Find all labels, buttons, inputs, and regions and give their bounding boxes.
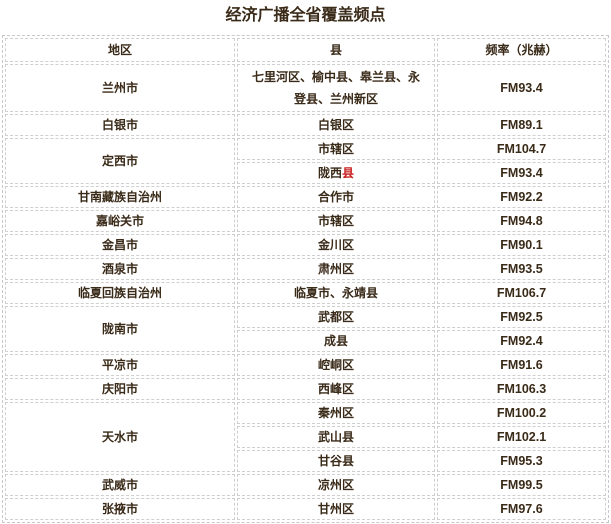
frequency-cell: FM92.2 bbox=[437, 186, 606, 208]
frequency-cell: FM92.5 bbox=[437, 306, 606, 328]
header-frequency: 频率（兆赫） bbox=[437, 38, 606, 62]
county-text: 陇西 bbox=[317, 166, 342, 180]
frequency-cell: FM106.3 bbox=[437, 378, 606, 400]
frequency-cell: FM91.6 bbox=[437, 354, 606, 376]
header-region: 地区 bbox=[5, 38, 235, 62]
county-cell: 市辖区 bbox=[237, 138, 435, 160]
table-row: 天水市 秦州区 FM100.2 bbox=[5, 402, 606, 472]
table-header-row: 地区 县 频率（兆赫） bbox=[5, 38, 606, 62]
frequency-cell: FM104.7 bbox=[437, 138, 606, 160]
frequency-cell: FM90.1 bbox=[437, 234, 606, 256]
frequency-cell: FM94.8 bbox=[437, 210, 606, 232]
table-row: 兰州市 七里河区、榆中县、皋兰县、永登县、兰州新区 FM93.4 bbox=[5, 64, 606, 112]
frequency-cell: FM93.5 bbox=[437, 258, 606, 280]
region-cell: 平凉市 bbox=[5, 354, 235, 376]
county-cell: 陇西县 bbox=[237, 162, 435, 184]
region-cell: 酒泉市 bbox=[5, 258, 235, 280]
frequency-cell: FM93.4 bbox=[437, 64, 606, 112]
frequency-table: 地区 县 频率（兆赫） 兰州市 七里河区、榆中县、皋兰县、永登县、兰州新区 FM93… bbox=[2, 35, 609, 523]
county-cell: 金川区 bbox=[237, 234, 435, 256]
table-row: 陇南市 武都区 FM92.5 bbox=[5, 306, 606, 352]
region-cell: 嘉峪关市 bbox=[5, 210, 235, 232]
table-row: 酒泉市 肃州区 FM93.5 bbox=[5, 258, 606, 280]
table-row: 成县 FM92.4 bbox=[5, 330, 606, 352]
table-row: 临夏回族自治州 临夏市、永靖县 FM106.7 bbox=[5, 282, 606, 304]
region-cell: 金昌市 bbox=[5, 234, 235, 256]
frequency-cell: FM99.5 bbox=[437, 474, 606, 496]
table-row: 张掖市 甘州区 FM97.6 bbox=[5, 498, 606, 520]
table-row: 甘谷县 FM95.3 bbox=[5, 450, 606, 472]
table-row: 武威市 凉州区 FM99.5 bbox=[5, 474, 606, 496]
region-cell: 临夏回族自治州 bbox=[5, 282, 235, 304]
table-row: 平凉市 崆峒区 FM91.6 bbox=[5, 354, 606, 376]
county-cell: 甘州区 bbox=[237, 498, 435, 520]
table-row: 白银市 白银区 FM89.1 bbox=[5, 114, 606, 136]
table-body: 兰州市 七里河区、榆中县、皋兰县、永登县、兰州新区 FM93.4 白银市 白银区 FM89… bbox=[5, 64, 606, 520]
county-cell: 白银区 bbox=[237, 114, 435, 136]
header-county: 县 bbox=[237, 38, 435, 62]
county-cell: 成县 bbox=[237, 330, 435, 352]
frequency-cell: FM95.3 bbox=[437, 450, 606, 472]
county-cell: 七里河区、榆中县、皋兰县、永登县、兰州新区 bbox=[237, 64, 435, 112]
county-cell: 武都区 bbox=[237, 306, 435, 328]
region-cell: 张掖市 bbox=[5, 498, 235, 520]
table-row: 陇西县 FM93.4 bbox=[5, 162, 606, 184]
county-cell: 崆峒区 bbox=[237, 354, 435, 376]
county-text-highlight: 县 bbox=[342, 166, 355, 180]
table-row: 甘南藏族自治州 合作市 FM92.2 bbox=[5, 186, 606, 208]
county-cell: 临夏市、永靖县 bbox=[237, 282, 435, 304]
frequency-cell: FM106.7 bbox=[437, 282, 606, 304]
county-cell: 甘谷县 bbox=[237, 450, 435, 472]
frequency-cell: FM89.1 bbox=[437, 114, 606, 136]
county-cell: 秦州区 bbox=[237, 402, 435, 424]
county-cell: 凉州区 bbox=[237, 474, 435, 496]
region-cell: 兰州市 bbox=[5, 64, 235, 112]
frequency-cell: FM102.1 bbox=[437, 426, 606, 448]
county-cell: 合作市 bbox=[237, 186, 435, 208]
frequency-cell: FM97.6 bbox=[437, 498, 606, 520]
county-cell: 肃州区 bbox=[237, 258, 435, 280]
county-cell: 西峰区 bbox=[237, 378, 435, 400]
county-cell: 市辖区 bbox=[237, 210, 435, 232]
region-cell: 定西市 bbox=[5, 138, 235, 184]
page-title: 经济广播全省覆盖频点 bbox=[225, 5, 386, 24]
region-cell: 白银市 bbox=[5, 114, 235, 136]
region-cell: 甘南藏族自治州 bbox=[5, 186, 235, 208]
county-cell: 武山县 bbox=[237, 426, 435, 448]
table-row: 定西市 市辖区 FM104.7 bbox=[5, 138, 606, 184]
table-row: 庆阳市 西峰区 FM106.3 bbox=[5, 378, 606, 400]
table-row: 金昌市 金川区 FM90.1 bbox=[5, 234, 606, 256]
region-cell: 天水市 bbox=[5, 402, 235, 472]
region-cell: 庆阳市 bbox=[5, 378, 235, 400]
table-row: 武山县 FM102.1 bbox=[5, 426, 606, 448]
frequency-cell: FM92.4 bbox=[437, 330, 606, 352]
frequency-cell: FM93.4 bbox=[437, 162, 606, 184]
region-cell: 陇南市 bbox=[5, 306, 235, 352]
region-cell: 武威市 bbox=[5, 474, 235, 496]
table-row: 嘉峪关市 市辖区 FM94.8 bbox=[5, 210, 606, 232]
frequency-cell: FM100.2 bbox=[437, 402, 606, 424]
